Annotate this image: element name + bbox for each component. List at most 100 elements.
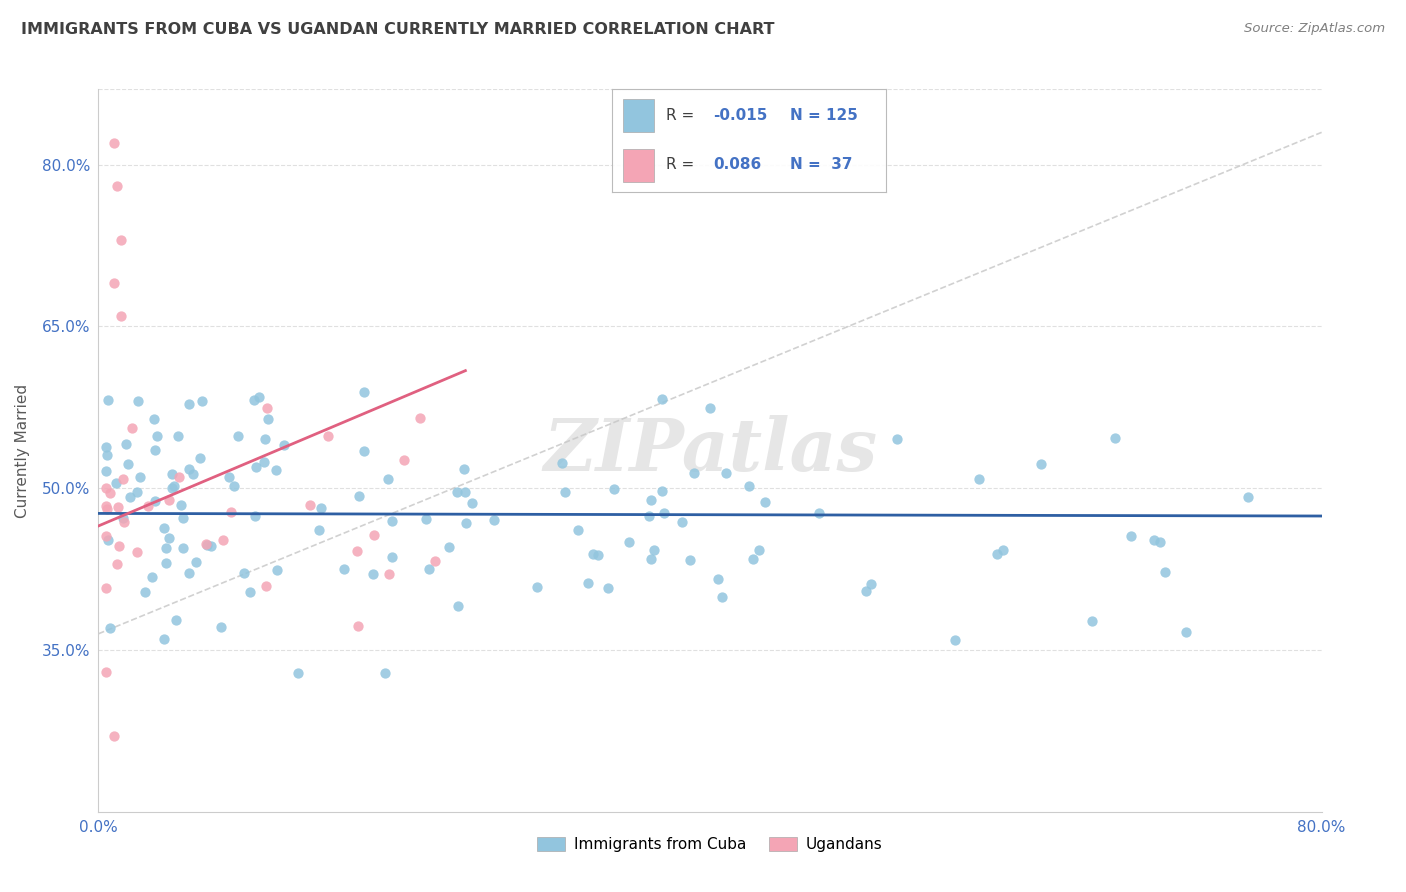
Point — [454, 485, 477, 500]
Point — [94, 499, 117, 513]
Point — [316, 429, 339, 443]
Point — [264, 463, 287, 477]
Point — [184, 555, 207, 569]
Point — [115, 437, 138, 451]
Legend: Immigrants from Cuba, Ugandans: Immigrants from Cuba, Ugandans — [531, 830, 889, 858]
Point — [346, 544, 368, 558]
Point — [146, 428, 169, 442]
Point — [602, 482, 624, 496]
Point — [195, 538, 218, 552]
Point — [699, 401, 721, 416]
Point — [437, 540, 460, 554]
Point — [363, 567, 385, 582]
Point — [166, 429, 188, 443]
Point — [446, 484, 468, 499]
Point — [94, 581, 117, 595]
Point — [526, 581, 548, 595]
Point — [374, 665, 396, 680]
Point — [107, 558, 129, 572]
Point — [247, 390, 270, 404]
Point — [129, 470, 152, 484]
Point — [273, 438, 295, 452]
Point — [97, 533, 120, 547]
Point — [408, 410, 430, 425]
Point — [94, 481, 117, 495]
Point — [165, 614, 187, 628]
Point — [741, 552, 763, 566]
Text: N = 125: N = 125 — [790, 108, 858, 123]
Point — [243, 509, 266, 524]
Point — [243, 393, 266, 408]
Point — [353, 385, 375, 400]
Point — [179, 461, 201, 475]
Point — [453, 461, 475, 475]
Point — [112, 515, 135, 529]
Point — [586, 548, 609, 562]
Point — [167, 470, 190, 484]
Point — [682, 466, 704, 480]
Point — [1149, 535, 1171, 549]
Point — [392, 453, 416, 467]
Point — [1029, 457, 1052, 471]
Point — [143, 412, 166, 426]
Point — [94, 665, 117, 679]
Point — [253, 455, 276, 469]
Point — [710, 590, 733, 604]
Text: R =: R = — [666, 157, 700, 172]
Point — [748, 543, 770, 558]
Point — [671, 515, 693, 529]
Point — [125, 485, 148, 500]
FancyBboxPatch shape — [623, 149, 654, 181]
Point — [162, 479, 184, 493]
Point — [181, 467, 204, 482]
Point — [808, 506, 831, 520]
Point — [96, 502, 118, 516]
Point — [1104, 431, 1126, 445]
Point — [886, 432, 908, 446]
Point — [136, 500, 159, 514]
Point — [993, 543, 1015, 558]
Point — [134, 585, 156, 599]
Point — [218, 469, 240, 483]
Point — [1080, 614, 1102, 628]
Point — [172, 511, 194, 525]
Y-axis label: Currently Married: Currently Married — [15, 384, 31, 517]
Point — [96, 448, 118, 462]
Point — [200, 539, 222, 553]
Point — [860, 576, 883, 591]
Point — [127, 393, 149, 408]
Point — [160, 481, 183, 495]
Point — [177, 397, 200, 411]
Point — [333, 562, 356, 576]
Point — [211, 620, 233, 634]
Text: -0.015: -0.015 — [713, 108, 768, 123]
Point — [637, 508, 659, 523]
Point — [986, 547, 1008, 561]
Point — [239, 584, 262, 599]
Point — [141, 570, 163, 584]
Point — [484, 513, 506, 527]
Text: N =  37: N = 37 — [790, 157, 852, 172]
FancyBboxPatch shape — [623, 99, 654, 132]
Point — [253, 432, 276, 446]
Point — [308, 523, 330, 537]
Point — [155, 541, 177, 556]
Point — [447, 599, 470, 613]
Point — [415, 512, 437, 526]
Point — [1237, 490, 1260, 504]
Point — [567, 523, 589, 537]
Point — [108, 539, 131, 553]
Point — [617, 534, 640, 549]
Point — [110, 233, 132, 247]
Point — [94, 528, 117, 542]
Point — [381, 550, 404, 565]
Point — [1154, 565, 1177, 579]
Point — [145, 494, 167, 508]
Point — [94, 464, 117, 478]
Point — [581, 547, 603, 561]
Point — [363, 527, 385, 541]
Point — [153, 632, 176, 647]
Point — [98, 622, 121, 636]
Point — [157, 492, 180, 507]
Point — [643, 542, 665, 557]
